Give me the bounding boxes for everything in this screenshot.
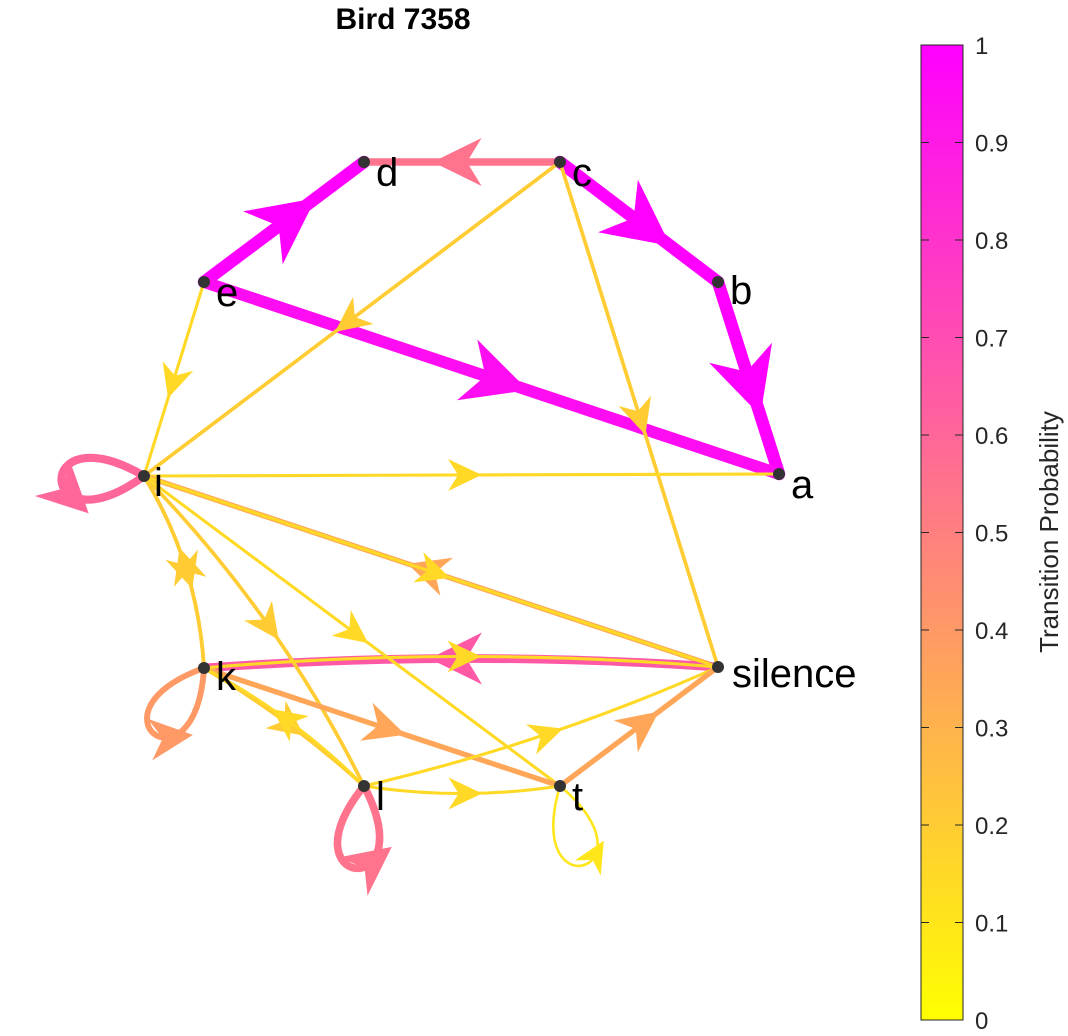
node-label-silence: silence	[732, 652, 857, 696]
edge-c-to-silence-arrowhead	[618, 395, 651, 435]
edge-l-to-k-arrowhead	[272, 709, 309, 742]
colorbar: 0 0.1 0.2 0.3 0.4 0.5 0.6 0.7 0.8 0.9 1 Transition…	[920, 33, 1064, 1035]
colorbar-tick-label: 0.9	[975, 131, 1008, 158]
node-dot-d	[358, 156, 370, 168]
node-silence: silence	[712, 652, 857, 696]
colorbar-tick-label: 0.8	[975, 228, 1008, 255]
node-t: t	[554, 775, 583, 819]
edge-c-to-d-arrowhead	[432, 138, 482, 186]
edge-i-to-l-arrowhead	[244, 600, 279, 640]
edge-i-to-t-arrowhead	[331, 610, 369, 644]
edge-silence-to-k-arrowhead	[429, 632, 483, 685]
edge-k-to-i-arrowhead	[174, 547, 207, 587]
node-k: k	[198, 655, 237, 699]
node-d: d	[358, 151, 398, 195]
colorbar-tick-label: 0.3	[975, 716, 1008, 743]
colorbar-tick-label: 0.4	[975, 618, 1008, 645]
node-l: l	[358, 775, 385, 819]
node-label-l: l	[376, 775, 385, 819]
node-label-i: i	[154, 461, 163, 505]
edge-t-to-silence-arrowhead	[613, 711, 659, 753]
node-label-c: c	[572, 151, 592, 195]
edge-i-to-i-arrowhead	[34, 460, 89, 514]
node-e: e	[198, 271, 238, 315]
edge-e-to-a-arrowhead	[457, 339, 528, 401]
edge-l-to-silence-arrowhead	[526, 724, 563, 755]
edge-layer	[34, 138, 786, 896]
edge-k-to-k-arrowhead	[147, 718, 193, 761]
node-label-d: d	[376, 151, 398, 195]
node-i: i	[138, 461, 163, 505]
node-dot-l	[358, 780, 370, 792]
node-label-b: b	[730, 269, 752, 313]
colorbar-tick-label: 0.2	[975, 813, 1008, 840]
edge-e-to-d-arrowhead	[243, 198, 316, 265]
edge-t-to-t-arrowhead	[574, 840, 604, 876]
node-dot-b	[712, 276, 724, 288]
node-a: a	[773, 463, 814, 507]
edge-c-to-b-arrowhead	[598, 179, 671, 246]
node-dot-k	[198, 662, 210, 674]
node-dot-c	[554, 156, 566, 168]
edge-b-to-a-arrowhead	[709, 342, 772, 416]
node-label-a: a	[791, 463, 814, 507]
node-dot-e	[198, 276, 210, 288]
colorbar-tick-label: 1	[975, 33, 988, 60]
edge-l-to-l	[333, 782, 384, 873]
edge-l-to-t-arrowhead	[448, 777, 483, 810]
node-label-k: k	[216, 655, 237, 699]
node-c: c	[554, 151, 592, 195]
edge-k-to-k	[144, 665, 207, 741]
edge-i-to-i	[57, 453, 149, 504]
edge-l-to-l-arrowhead	[338, 846, 392, 896]
node-layer: a b c d e i k l t silence	[138, 151, 857, 819]
colorbar-ticks: 0 0.1 0.2 0.3 0.4 0.5 0.6 0.7 0.8 0.9 1	[921, 33, 1008, 1035]
edge-c-to-i-arrowhead	[335, 296, 374, 332]
colorbar-tick-label: 0.1	[975, 911, 1008, 938]
edge-e-to-i-arrowhead	[162, 361, 194, 399]
edge-k-to-silence-arrowhead	[447, 640, 482, 673]
colorbar-tick-label: 0	[975, 1008, 988, 1035]
colorbar-label: Transition Probability	[1034, 411, 1064, 653]
node-dot-i	[138, 470, 150, 482]
node-b: b	[712, 269, 752, 313]
edge-k-to-t-arrowhead	[360, 702, 406, 741]
chart-title: Bird 7358	[335, 3, 470, 36]
node-dot-silence	[712, 661, 724, 673]
edge-i-to-silence-arrowhead	[413, 552, 451, 583]
edge-t-to-t	[552, 784, 599, 868]
node-dot-a	[773, 468, 785, 480]
colorbar-tick-label: 0.6	[975, 423, 1008, 450]
node-label-t: t	[572, 775, 583, 819]
node-dot-t	[554, 780, 566, 792]
node-label-e: e	[216, 271, 238, 315]
colorbar-tick-label: 0.5	[975, 521, 1008, 548]
colorbar-tick-label: 0.7	[975, 326, 1008, 353]
edge-i-to-a-arrowhead	[448, 459, 482, 491]
